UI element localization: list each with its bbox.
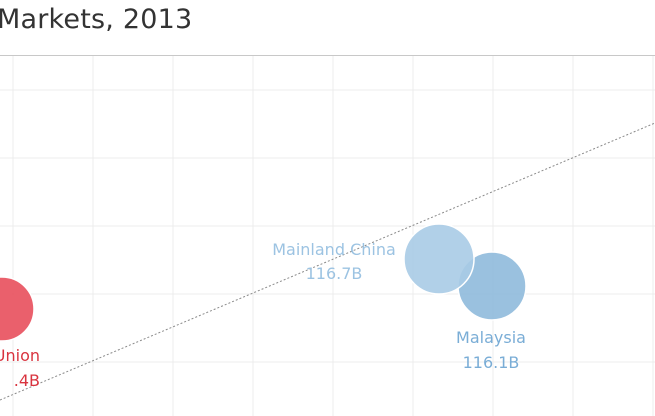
grid <box>0 56 655 416</box>
title-divider <box>0 55 655 56</box>
bubble-name-an-union: an Union <box>0 346 40 365</box>
bubble-value-an-union: .4B <box>14 371 40 390</box>
bubbles <box>0 223 527 342</box>
bubble-value-malaysia: 116.1B <box>463 353 520 372</box>
bubble-value-mainland-china: 116.7B <box>306 264 363 283</box>
bubble-labels: an Union .4B Mainland China 116.7B Malaysia 1… <box>0 240 526 390</box>
chart-title: Markets, 2013 <box>0 4 193 35</box>
bubble-name-malaysia: Malaysia <box>456 328 526 347</box>
bubble-mainland-china[interactable] <box>403 223 475 295</box>
bubble-an-union[interactable] <box>0 276 35 342</box>
scatter-plot: an Union .4B Mainland China 116.7B Malaysia 1… <box>0 56 655 416</box>
bubble-name-mainland-china: Mainland China <box>272 240 396 259</box>
trend-line <box>0 122 655 401</box>
